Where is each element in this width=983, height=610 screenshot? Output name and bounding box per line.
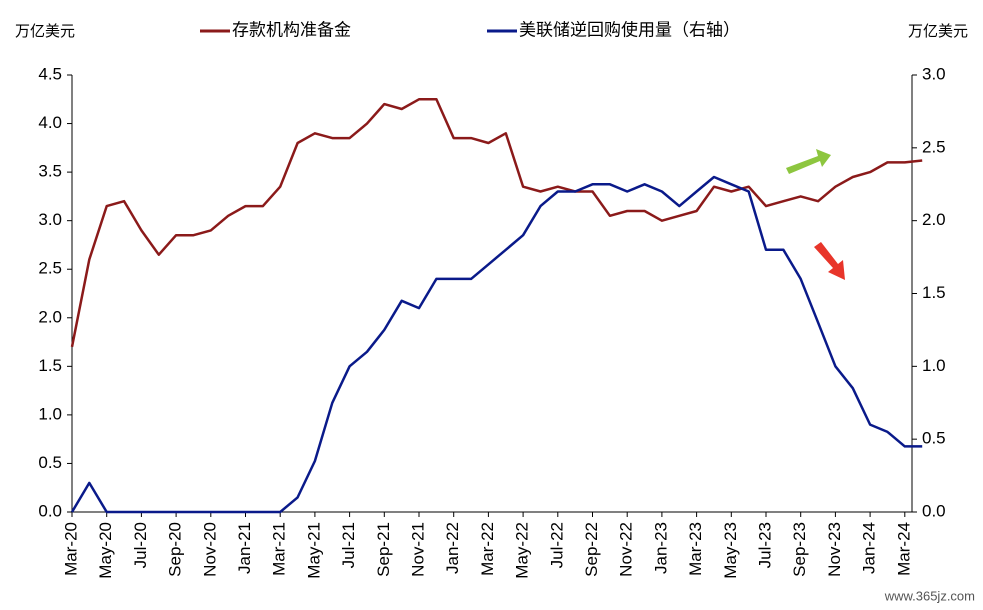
x-tick-label: Mar-24 xyxy=(894,522,913,576)
x-tick-label: Mar-22 xyxy=(478,522,497,576)
x-tick-label: Nov-20 xyxy=(200,522,219,577)
y2-tick-label: 2.5 xyxy=(922,137,946,156)
x-tick-label: Jan-23 xyxy=(651,522,670,574)
x-tick-label: Nov-22 xyxy=(617,522,636,577)
y-tick-label: 0.5 xyxy=(38,453,62,472)
y-tick-label: 4.0 xyxy=(38,113,62,132)
y-tick-label: 1.0 xyxy=(38,404,62,423)
x-tick-label: Mar-21 xyxy=(270,522,289,576)
y2-tick-label: 2.0 xyxy=(922,210,946,229)
x-tick-label: Sep-20 xyxy=(166,522,185,577)
y-tick-label: 3.5 xyxy=(38,162,62,181)
x-tick-label: Mar-20 xyxy=(61,522,80,576)
series-line xyxy=(70,98,923,348)
x-tick-label: May-21 xyxy=(304,522,323,579)
y2-tick-label: 1.5 xyxy=(922,283,946,302)
watermark: www.365jz.com xyxy=(884,588,975,603)
x-tick-label: May-23 xyxy=(721,522,740,579)
x-tick-label: Jul-21 xyxy=(339,522,358,568)
x-tick-label: Sep-23 xyxy=(790,522,809,577)
y2-tick-label: 1.0 xyxy=(922,356,946,375)
x-tick-label: Jul-23 xyxy=(755,522,774,568)
x-tick-label: Jan-21 xyxy=(235,522,254,574)
x-tick-label: May-20 xyxy=(96,522,115,579)
y-tick-label: 0.0 xyxy=(38,501,62,520)
y-tick-label: 2.5 xyxy=(38,259,62,278)
series-line xyxy=(70,175,923,514)
x-tick-label: Mar-23 xyxy=(686,522,705,576)
right-unit: 万亿美元 xyxy=(908,23,968,40)
legend-label: 美联储逆回购使用量（右轴） xyxy=(519,19,740,39)
y2-tick-label: 0.5 xyxy=(922,429,946,448)
x-tick-label: May-22 xyxy=(513,522,532,579)
x-tick-label: Jan-22 xyxy=(443,522,462,574)
x-tick-label: Jul-20 xyxy=(131,522,150,568)
left-unit: 万亿美元 xyxy=(15,23,75,40)
y2-tick-label: 3.0 xyxy=(922,64,946,83)
up-arrow xyxy=(786,149,831,174)
y-tick-label: 2.0 xyxy=(38,307,62,326)
y2-tick-label: 0.0 xyxy=(922,501,946,520)
x-tick-label: Jul-22 xyxy=(547,522,566,568)
x-tick-label: Sep-22 xyxy=(582,522,601,577)
down-arrow xyxy=(814,242,845,280)
x-tick-label: Sep-21 xyxy=(374,522,393,577)
legend-label: 存款机构准备金 xyxy=(232,20,351,39)
x-tick-label: Nov-21 xyxy=(408,522,427,577)
y-tick-label: 3.0 xyxy=(38,210,62,229)
x-tick-label: Nov-23 xyxy=(825,522,844,577)
y-tick-label: 4.5 xyxy=(38,64,62,83)
x-tick-label: Jan-24 xyxy=(860,522,879,574)
y-tick-label: 1.5 xyxy=(38,356,62,375)
